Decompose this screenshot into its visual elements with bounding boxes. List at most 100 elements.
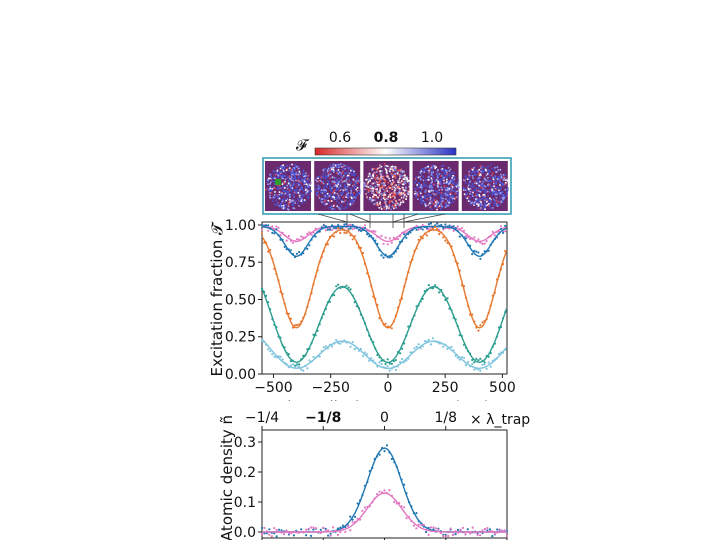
density-data-point: [270, 535, 273, 538]
data-point: [312, 231, 315, 234]
data-point: [368, 275, 371, 278]
data-point: [368, 334, 371, 337]
data-point: [318, 230, 321, 233]
top-axis-tick-label: 1/8: [434, 410, 457, 426]
data-point: [345, 341, 348, 344]
data-point: [475, 367, 478, 370]
density-plot-frame: [261, 429, 508, 539]
data-point: [291, 359, 294, 362]
data-point: [277, 226, 280, 229]
density-ylabel: Atomic density ñ: [218, 415, 236, 540]
data-point: [409, 351, 412, 354]
data-point: [263, 241, 266, 244]
data-point: [485, 318, 488, 321]
density-data-point: [412, 524, 415, 527]
data-point: [353, 348, 356, 351]
data-point: [485, 354, 488, 358]
density-ytick-label: 0.1: [234, 495, 256, 511]
density-data-point: [295, 531, 298, 534]
data-point: [302, 236, 305, 239]
data-point: [324, 225, 327, 228]
data-point: [448, 242, 451, 245]
data-point: [458, 228, 461, 231]
density-data-point: [417, 523, 420, 526]
colorbar-symbol: 𝓕: [296, 136, 310, 154]
fit-line: [261, 225, 507, 258]
data-point: [331, 224, 334, 227]
fidelity-panel: [265, 161, 312, 211]
data-point: [357, 306, 360, 310]
data-point: [390, 327, 393, 330]
data-point: [487, 249, 490, 252]
data-point: [287, 248, 290, 251]
data-point: [444, 223, 447, 226]
density-data-point: [483, 527, 487, 531]
data-point: [345, 284, 348, 287]
data-point: [382, 366, 385, 369]
data-point: [320, 226, 323, 229]
data-point: [431, 287, 435, 290]
data-point: [304, 354, 307, 357]
density-data-point: [388, 451, 391, 454]
data-point: [493, 342, 496, 345]
data-point: [392, 252, 395, 255]
data-point: [341, 228, 344, 231]
data-point: [502, 317, 505, 320]
density-data-point: [412, 511, 415, 515]
data-point: [322, 346, 325, 349]
data-point: [320, 316, 323, 320]
data-point: [427, 284, 430, 287]
data-point: [489, 365, 492, 368]
data-point: [370, 230, 373, 233]
density-data-point: [383, 489, 386, 492]
data-point: [483, 250, 486, 253]
density-data-point: [454, 533, 457, 536]
data-point: [376, 235, 379, 238]
data-point: [378, 236, 381, 239]
data-point: [302, 316, 305, 319]
density-data-point: [366, 480, 369, 484]
data-point: [415, 224, 418, 227]
density-data-point: [314, 527, 317, 530]
data-point: [314, 334, 317, 337]
data-point: [438, 342, 441, 345]
colorbar-tick-low: 0.6: [329, 130, 351, 146]
main-ylabel: Excitation fraction 𝓣: [208, 221, 226, 376]
main-ytick-label: 0.75: [225, 255, 256, 271]
density-data-point: [260, 533, 264, 536]
data-point: [444, 239, 447, 242]
density-data-point: [439, 532, 442, 535]
data-point: [269, 227, 272, 230]
density-data-point: [427, 526, 430, 529]
data-point: [502, 231, 505, 234]
density-data-point: [415, 511, 418, 515]
data-point: [440, 223, 443, 227]
data-point: [331, 234, 334, 237]
density-data-point: [479, 534, 482, 537]
density-data-point: [324, 529, 327, 532]
data-point: [471, 363, 474, 366]
density-data-point: [486, 529, 489, 532]
density-data-point: [278, 528, 281, 531]
data-point: [487, 311, 490, 315]
density-data-point: [280, 529, 283, 532]
data-point: [440, 342, 443, 345]
density-data-point: [422, 525, 425, 528]
data-point: [337, 283, 340, 286]
density-data-point: [376, 493, 379, 496]
data-point: [273, 232, 276, 235]
data-point: [401, 231, 404, 234]
data-point: [265, 343, 268, 346]
series-orange: [260, 225, 508, 332]
data-point: [314, 356, 317, 359]
data-point: [425, 226, 428, 230]
density-data-point: [322, 526, 325, 529]
data-point: [343, 285, 346, 289]
density-data-point: [273, 527, 276, 530]
density-data-point: [265, 532, 268, 535]
data-point: [277, 279, 280, 282]
density-data-point: [268, 533, 271, 536]
data-point: [417, 304, 420, 307]
data-point: [324, 345, 327, 348]
data-point: [421, 345, 424, 348]
